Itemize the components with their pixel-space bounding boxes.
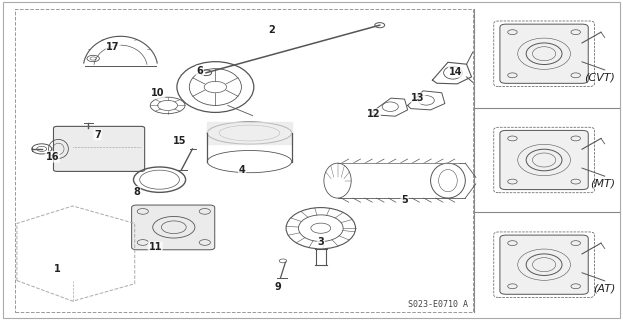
Text: 12: 12 <box>367 109 380 119</box>
Text: 17: 17 <box>107 42 120 52</box>
Text: (MT): (MT) <box>590 179 616 188</box>
Text: 2: 2 <box>268 25 275 35</box>
Text: 15: 15 <box>173 136 187 146</box>
FancyBboxPatch shape <box>500 131 588 189</box>
FancyBboxPatch shape <box>500 24 588 83</box>
FancyBboxPatch shape <box>500 235 588 294</box>
Text: 16: 16 <box>45 152 59 162</box>
Text: 4: 4 <box>239 164 245 174</box>
Text: 3: 3 <box>318 237 324 247</box>
FancyBboxPatch shape <box>131 205 215 250</box>
FancyBboxPatch shape <box>54 126 145 172</box>
Text: 14: 14 <box>449 67 462 77</box>
Text: 10: 10 <box>151 88 164 98</box>
Text: S023-E0710 A: S023-E0710 A <box>408 300 468 309</box>
Text: 7: 7 <box>94 130 101 140</box>
Text: 8: 8 <box>133 187 140 197</box>
Text: 6: 6 <box>196 66 203 76</box>
Text: 1: 1 <box>54 264 60 275</box>
Text: (CVT): (CVT) <box>584 72 616 82</box>
Text: 5: 5 <box>401 195 408 205</box>
Text: 9: 9 <box>275 282 282 292</box>
Text: 13: 13 <box>411 93 425 103</box>
Text: 11: 11 <box>148 242 162 252</box>
Text: (AT): (AT) <box>593 283 616 293</box>
